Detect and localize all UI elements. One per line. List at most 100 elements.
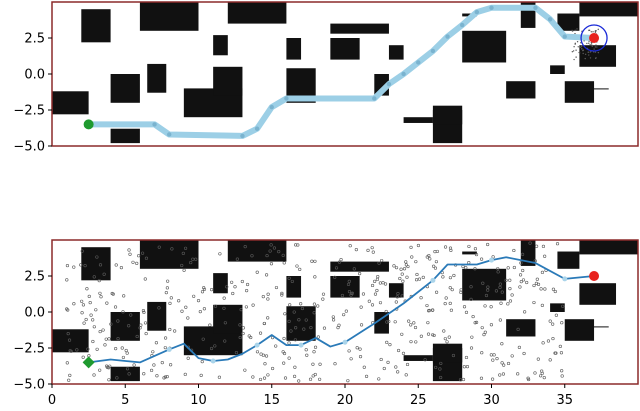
- sample-point: [560, 321, 564, 325]
- sample-point: [542, 376, 546, 380]
- sample-point: [427, 309, 431, 313]
- sample-point: [180, 309, 184, 313]
- sample-point: [262, 376, 267, 380]
- sample-point: [582, 52, 584, 55]
- sample-point: [230, 280, 234, 284]
- sample-point: [404, 373, 408, 377]
- sample-point: [555, 242, 560, 246]
- obstacle: [213, 35, 228, 56]
- obstacle: [81, 247, 111, 281]
- sample-point: [337, 323, 341, 327]
- sample-point: [170, 247, 174, 251]
- sample-point: [184, 305, 188, 309]
- sample-point: [94, 308, 98, 312]
- sample-point: [498, 285, 502, 289]
- sample-point: [483, 304, 487, 308]
- sample-point: [479, 257, 484, 261]
- sample-point: [116, 319, 120, 323]
- sample-point: [142, 372, 146, 376]
- sample-point: [593, 48, 595, 50]
- sample-point: [121, 310, 125, 314]
- sample-point: [75, 348, 79, 352]
- sample-point: [168, 301, 172, 305]
- sample-point: [282, 261, 286, 265]
- obstacle: [213, 304, 243, 334]
- sample-point: [518, 285, 522, 289]
- sample-point: [375, 288, 379, 293]
- obstacle: [557, 13, 580, 31]
- path-line: [88, 256, 595, 364]
- sample-point: [222, 306, 226, 310]
- sample-point: [536, 357, 540, 361]
- sample-point: [162, 376, 166, 380]
- sample-point: [311, 374, 315, 378]
- sample-point: [200, 290, 205, 294]
- sample-point: [574, 43, 576, 45]
- sample-point: [235, 257, 239, 261]
- sample-point: [128, 252, 132, 256]
- sample-point: [222, 296, 226, 300]
- sample-point: [450, 288, 454, 292]
- sample-point: [490, 377, 495, 381]
- sample-point: [339, 258, 343, 262]
- sample-point: [209, 346, 214, 351]
- sample-point: [406, 264, 410, 269]
- sample-point: [344, 309, 348, 313]
- obstacle: [388, 283, 404, 298]
- goal-marker: [589, 33, 600, 43]
- sample-point: [594, 51, 597, 53]
- sample-point: [282, 361, 286, 365]
- sample-point: [508, 278, 512, 282]
- x-tick-label: 30: [483, 393, 500, 408]
- sample-point: [292, 310, 296, 314]
- sample-point: [138, 326, 142, 330]
- sample-point: [113, 305, 118, 309]
- sample-point: [347, 279, 351, 283]
- sample-point: [135, 334, 139, 339]
- sample-point: [425, 303, 429, 308]
- sample-point: [596, 46, 598, 48]
- sample-point: [443, 337, 447, 341]
- sample-point: [597, 51, 600, 54]
- sample-point: [492, 353, 496, 357]
- sample-point: [139, 323, 143, 327]
- sample-point: [364, 374, 369, 379]
- sample-point: [500, 290, 504, 294]
- sample-point: [255, 270, 259, 274]
- sample-point: [245, 282, 250, 287]
- sample-point: [438, 367, 442, 371]
- sample-point: [474, 320, 479, 324]
- obstacle: [388, 45, 404, 60]
- sample-point: [392, 264, 396, 268]
- path-node: [284, 96, 289, 101]
- sample-point: [419, 334, 423, 338]
- sample-point: [393, 320, 397, 324]
- obstacle: [579, 326, 609, 328]
- path-node: [430, 277, 436, 283]
- sample-point: [142, 310, 146, 314]
- sample-point: [243, 368, 247, 372]
- sample-point: [281, 350, 285, 354]
- sample-point: [349, 293, 353, 297]
- sample-point: [337, 260, 342, 264]
- sample-point: [489, 305, 493, 309]
- sample-point: [98, 263, 103, 267]
- sample-point: [233, 285, 237, 289]
- sample-point: [543, 254, 547, 258]
- sample-point: [72, 302, 76, 306]
- sample-point: [313, 345, 318, 349]
- sample-point: [155, 374, 159, 378]
- sample-point: [578, 51, 580, 54]
- sample-point: [300, 306, 305, 311]
- sample-point: [540, 270, 545, 274]
- sample-point: [166, 279, 170, 283]
- sample-point: [103, 343, 107, 347]
- sample-point: [591, 45, 593, 48]
- sample-point: [104, 337, 108, 341]
- obstacle: [330, 23, 389, 34]
- sample-point: [251, 303, 255, 307]
- obstacle: [432, 348, 463, 363]
- sample-point: [444, 296, 448, 300]
- sample-point: [283, 376, 288, 380]
- sample-point: [87, 294, 91, 298]
